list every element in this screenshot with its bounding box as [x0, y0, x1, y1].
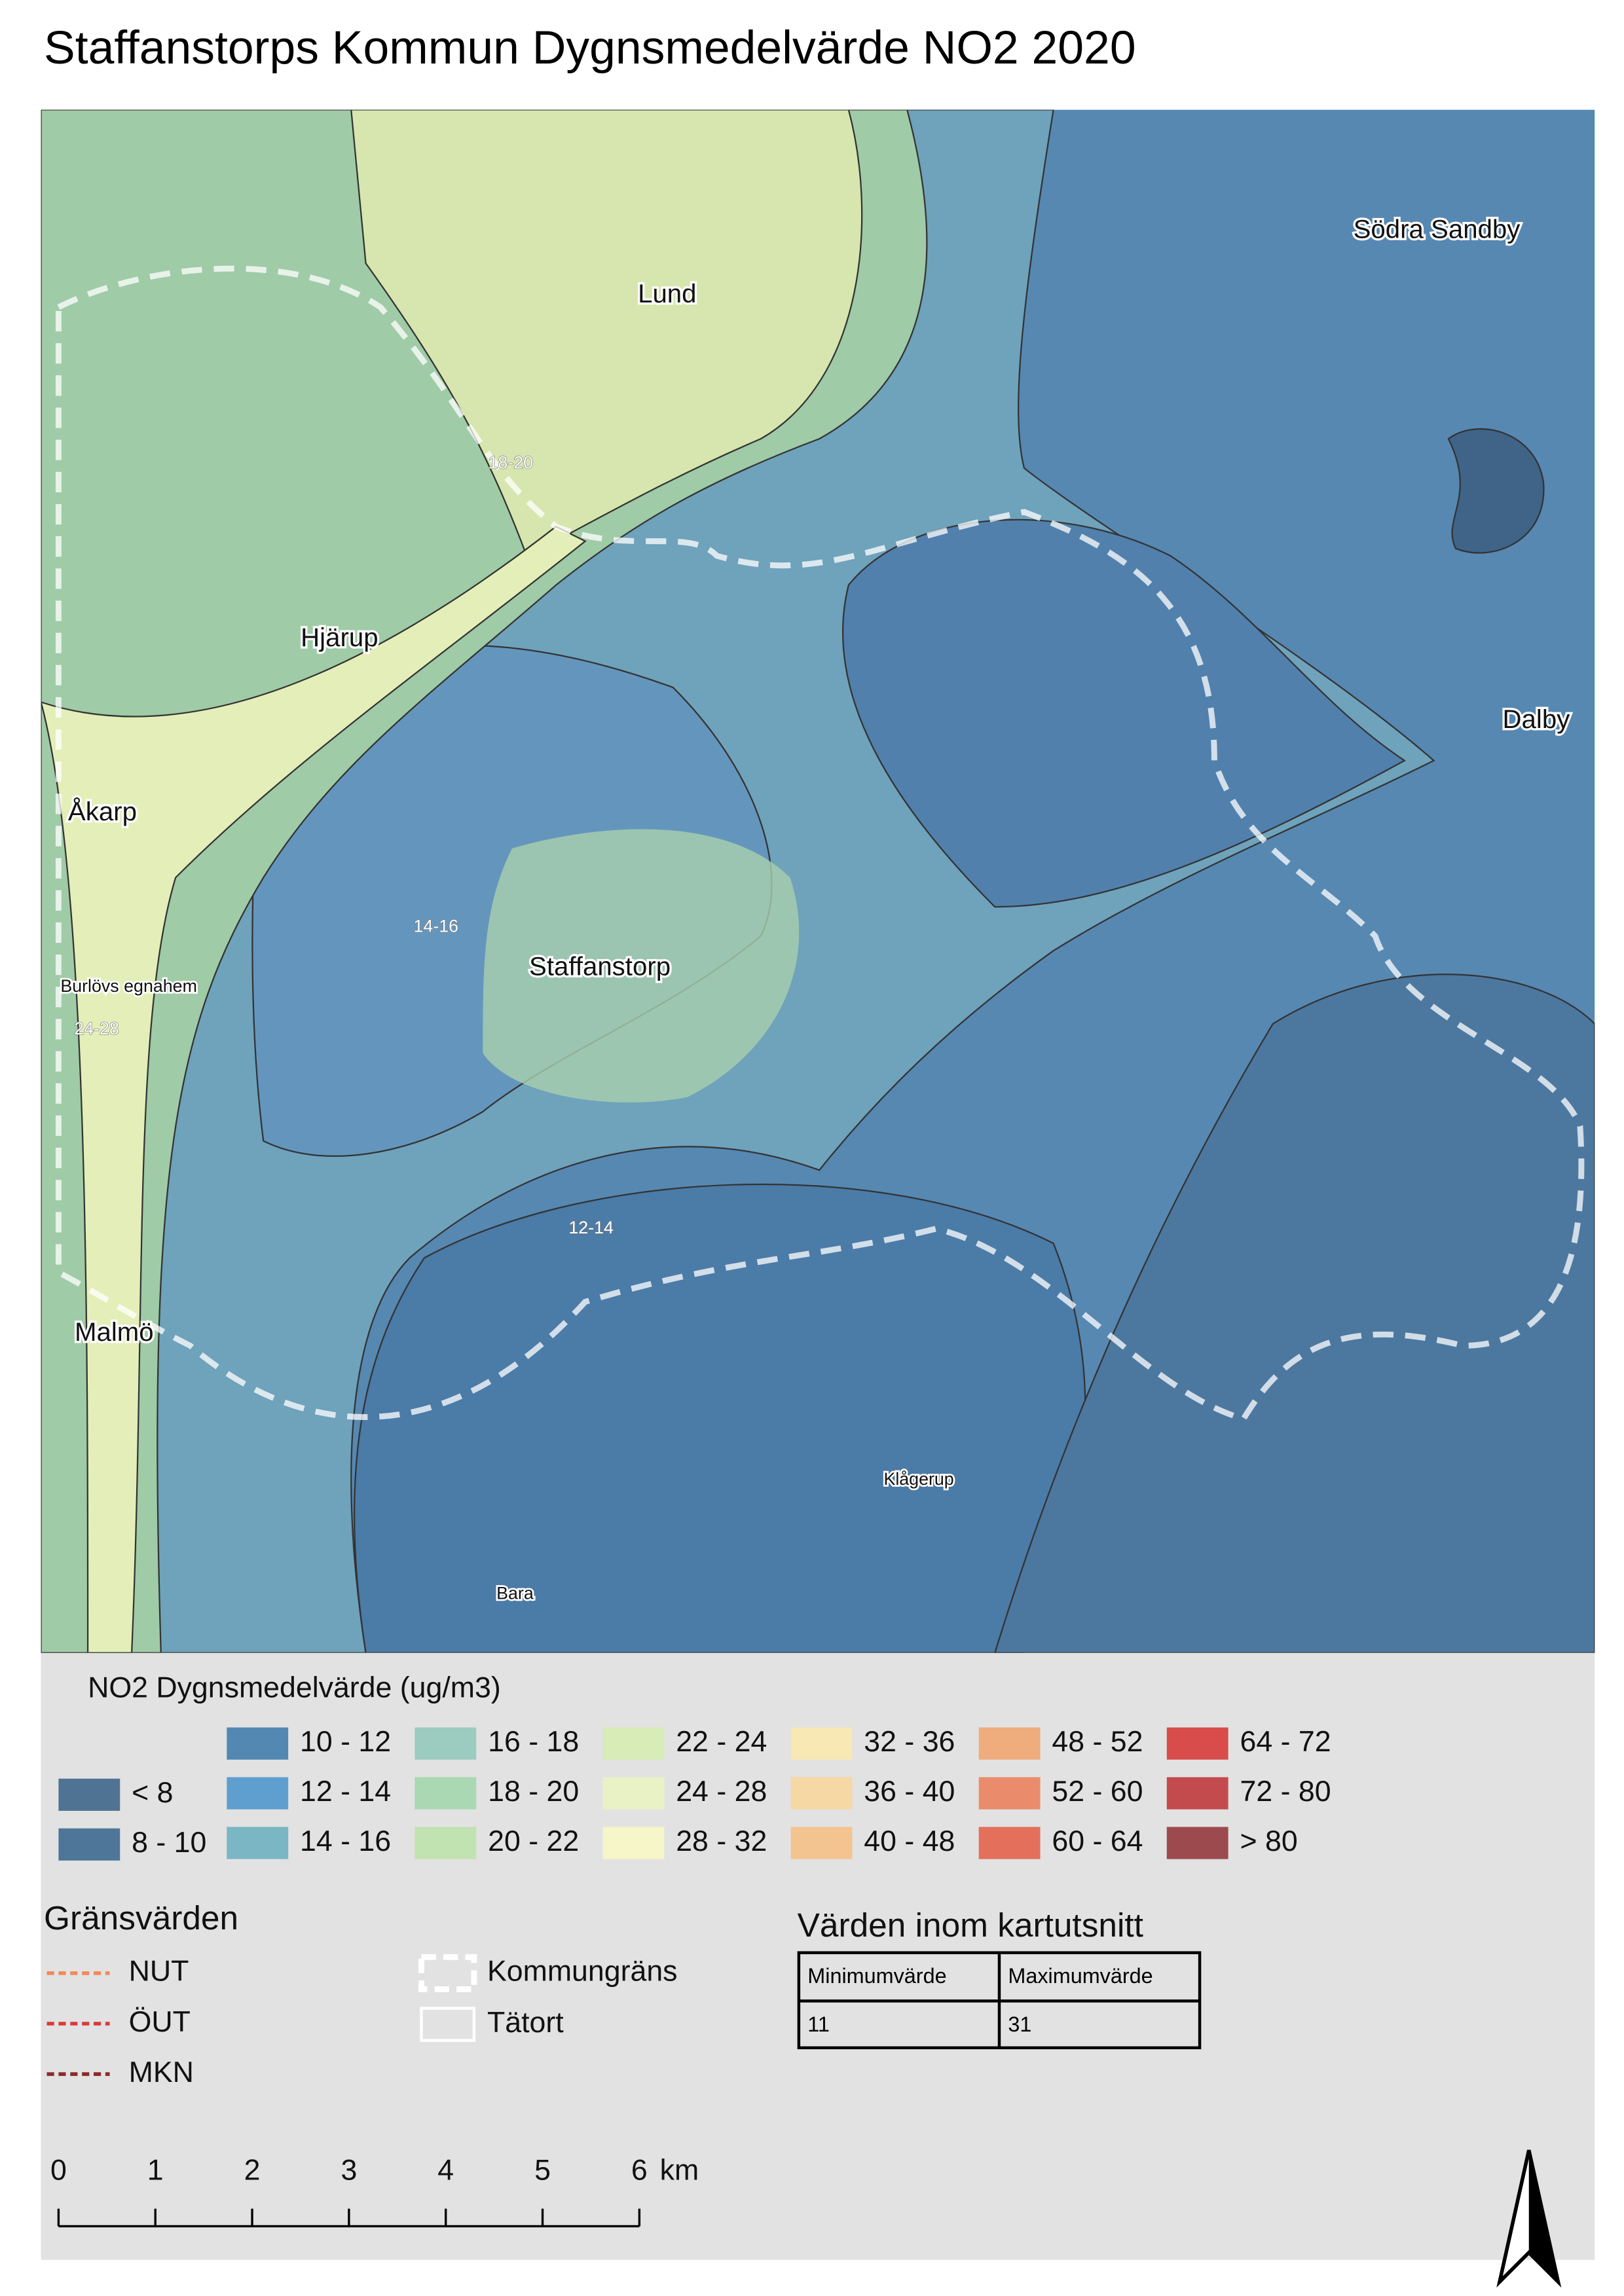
place-label: Burlövs egnahem [60, 976, 197, 996]
legend-swatch [602, 1827, 665, 1859]
scale-label: 5 [534, 2155, 551, 2187]
legend-label: 16 - 18 [488, 1726, 579, 1758]
map [41, 109, 1595, 1653]
legend-swatch [58, 1778, 120, 1811]
legend-swatch [415, 1827, 477, 1859]
legend-label: 10 - 12 [300, 1726, 391, 1758]
legend-swatch [1166, 1777, 1228, 1810]
legend-label: 60 - 64 [1052, 1825, 1143, 1857]
legend-swatch [790, 1827, 853, 1859]
legend-label: 14 - 16 [300, 1825, 391, 1857]
scale-label: 1 [147, 2155, 164, 2187]
legend-swatch [58, 1828, 120, 1861]
zone-24-28 [41, 525, 587, 1653]
place-label: Bara [496, 1583, 534, 1603]
legend-label: 20 - 22 [488, 1825, 579, 1857]
legend-label: 48 - 52 [1052, 1726, 1143, 1758]
legend-label: 72 - 80 [1240, 1776, 1331, 1808]
place-label: Åkarp [68, 797, 137, 826]
legend-swatch [227, 1827, 289, 1859]
legend-label: 32 - 36 [864, 1726, 955, 1758]
place-label: Klågerup [883, 1469, 953, 1489]
zone-22-24 [350, 109, 863, 557]
limit-label: MKN [129, 2056, 194, 2088]
legend-title: NO2 Dygnsmedelvärde (ug/m3) [88, 1671, 501, 1704]
legend-label: 18 - 20 [488, 1776, 579, 1808]
scale-label: 0 [50, 2155, 67, 2187]
legend-swatch [415, 1777, 477, 1810]
legend-swatch [602, 1777, 665, 1810]
table-header: Maximumvärde [1008, 1964, 1153, 1988]
zone-16-20 [41, 109, 928, 1653]
other-label: Tätort [487, 2007, 564, 2039]
zone-8-10 [1447, 428, 1545, 554]
legend-swatch [1166, 1827, 1228, 1859]
legend-label: 36 - 40 [864, 1776, 955, 1808]
place-label: Dalby [1503, 704, 1571, 734]
legend-label: 22 - 24 [676, 1726, 767, 1758]
legend-label: 8 - 10 [132, 1827, 206, 1859]
legend-swatch [227, 1777, 289, 1810]
other-label: Kommungräns [487, 1956, 678, 1988]
legend-swatch [978, 1727, 1041, 1760]
place-label: Hjärup [301, 623, 378, 652]
place-label: Staffanstorp [529, 952, 671, 981]
legend-label: 64 - 72 [1240, 1726, 1331, 1758]
zone-10-12-south [353, 1183, 1086, 1653]
scale-label: 3 [341, 2155, 357, 2187]
place-label: Lund [638, 279, 696, 308]
zone-10-12-east [994, 974, 1595, 1653]
contour-label: 12-14 [568, 1218, 614, 1237]
legend-label: > 80 [1240, 1825, 1297, 1857]
contour-label: 18-20 [488, 452, 533, 472]
legend-swatch [978, 1827, 1041, 1859]
legend-swatch [1166, 1727, 1228, 1760]
contour-label: 14-16 [414, 917, 459, 936]
legend-swatch [415, 1727, 477, 1760]
legend-swatch [790, 1777, 853, 1810]
place-label: Södra Sandby [1354, 215, 1521, 244]
legend-swatch [790, 1727, 853, 1760]
place-label: Malmö [75, 1317, 154, 1347]
limit-label: NUT [129, 1956, 189, 1988]
legend-swatch [227, 1727, 289, 1760]
legend-swatch [602, 1727, 665, 1760]
legend-label: 52 - 60 [1052, 1776, 1143, 1808]
town-symbol [420, 2007, 476, 2042]
north-arrow-half [1528, 2150, 1559, 2282]
scale-label: 6 [631, 2155, 648, 2187]
scale-unit: km [660, 2155, 699, 2187]
legend-label: 40 - 48 [864, 1825, 955, 1857]
table-title: Värden inom kartutsnitt [798, 1906, 1143, 1944]
scale-label: 4 [437, 2155, 454, 2187]
limit-label: ÖUT [129, 2006, 191, 2038]
map-title: Staffanstorps Kommun Dygnsmedelvärde NO2… [44, 22, 1136, 74]
limits-title: Gränsvärden [44, 1899, 238, 1937]
table-header: Minimumvärde [807, 1964, 946, 1988]
municipal-border [55, 265, 1585, 1423]
border-symbol [418, 1954, 477, 1992]
legend-label: 12 - 14 [300, 1776, 391, 1808]
scale-label: 2 [244, 2155, 261, 2187]
contour-label: 24-28 [74, 1019, 119, 1038]
zone-10-12-center [842, 519, 1407, 908]
legend-label: 24 - 28 [676, 1776, 767, 1808]
legend-swatch [978, 1777, 1041, 1810]
town [483, 829, 800, 1103]
table-cell: 11 [807, 2013, 830, 2036]
legend-label: < 8 [132, 1777, 173, 1809]
table-cell: 31 [1008, 2013, 1031, 2036]
legend-label: 28 - 32 [676, 1825, 767, 1857]
